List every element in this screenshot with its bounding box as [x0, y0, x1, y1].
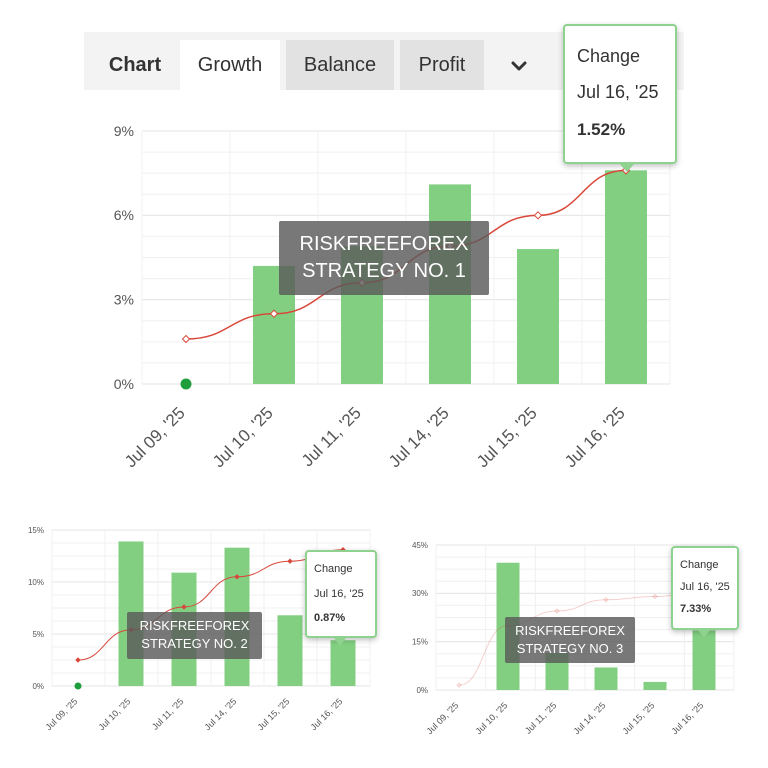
x-tick-label: Jul 11, '25 — [150, 696, 185, 731]
line-point — [181, 604, 187, 610]
line-point — [75, 657, 81, 663]
x-tick-label: Jul 15, '25 — [473, 403, 541, 471]
y-tick-label: 0% — [416, 686, 428, 695]
y-tick-label: 3% — [114, 292, 134, 308]
y-tick-label: 10% — [28, 578, 44, 587]
line-point — [269, 309, 279, 318]
chart-tooltip: Change Jul 16, '25 7.33% — [671, 546, 739, 638]
line-point — [287, 558, 293, 564]
x-tick-label: Jul 09, '25 — [44, 696, 80, 732]
x-tick-label: Jul 09, '25 — [121, 403, 189, 471]
watermark-line: STRATEGY NO. 1 — [302, 260, 466, 282]
chart-tooltip: Change Jul 16, '25 0.87% — [305, 550, 377, 646]
line-point — [456, 682, 462, 688]
watermark-strategy-2: RISKFREEFOREX STRATEGY NO. 2 — [127, 612, 262, 659]
growth-line — [77, 549, 344, 661]
y-tick-label: 45% — [412, 541, 428, 550]
line-point — [554, 608, 560, 614]
x-tick-label: Jul 10, '25 — [209, 403, 277, 471]
y-tick-label: 0% — [32, 682, 44, 691]
tab-profit[interactable]: Profit — [400, 40, 484, 90]
bar — [277, 615, 303, 686]
chevron-down-icon — [511, 61, 527, 71]
y-tick-label: 9% — [114, 123, 134, 139]
tooltip-date: Jul 16, '25 — [314, 588, 364, 600]
watermark-line: RISKFREEFOREX — [139, 618, 250, 633]
watermark-strategy-3: RISKFREEFOREX STRATEGY NO. 3 — [505, 617, 635, 663]
tooltip-arrow — [334, 638, 346, 646]
x-tick-label: Jul 11, '25 — [523, 700, 558, 735]
bar — [330, 640, 356, 686]
tooltip-date: Jul 16, '25 — [577, 82, 659, 102]
x-tick-label: Jul 14, '25 — [203, 696, 239, 732]
growth-line — [458, 589, 705, 686]
line-point — [603, 597, 609, 603]
x-tick-label: Jul 16, '25 — [670, 700, 706, 736]
tab-growth[interactable]: Growth — [180, 40, 280, 90]
tab-chart: Chart — [92, 40, 178, 90]
chart-tooltip: Change Jul 16, '25 1.52% — [563, 24, 677, 172]
y-tick-label: 5% — [32, 630, 44, 639]
line-point — [181, 334, 191, 344]
more-tabs-button[interactable] — [492, 40, 546, 90]
tooltip-date: Jul 16, '25 — [680, 581, 730, 593]
tooltip-arrow — [698, 630, 710, 638]
x-tick-label: Jul 14, '25 — [385, 403, 453, 471]
tooltip-label: Change — [577, 46, 641, 66]
tooltip-label: Change — [314, 563, 353, 575]
x-tick-label: Jul 16, '25 — [309, 696, 345, 732]
line-point — [652, 593, 658, 600]
tooltip-value: 1.52% — [577, 120, 626, 139]
x-tick-label: Jul 10, '25 — [474, 700, 510, 736]
tooltip-value: 7.33% — [680, 603, 712, 615]
start-dot — [180, 378, 192, 390]
y-tick-label: 30% — [412, 589, 428, 598]
bar — [643, 681, 667, 690]
y-tick-label: 15% — [412, 637, 428, 646]
tooltip-label: Change — [680, 559, 719, 571]
watermark-line: STRATEGY NO. 2 — [141, 636, 248, 651]
tooltip-value: 0.87% — [314, 612, 346, 624]
tooltip-arrow — [619, 163, 635, 172]
x-tick-label: Jul 10, '25 — [97, 696, 133, 732]
x-tick-label: Jul 15, '25 — [621, 700, 657, 736]
watermark-strategy-1: RISKFREEFOREX STRATEGY NO. 1 — [279, 221, 489, 295]
line-point — [533, 211, 543, 220]
start-dot — [74, 682, 82, 690]
tab-balance[interactable]: Balance — [286, 40, 394, 90]
watermark-line: STRATEGY NO. 3 — [516, 641, 624, 656]
bar — [605, 170, 647, 384]
watermark-line: RISKFREEFOREX — [515, 623, 625, 638]
x-tick-label: Jul 09, '25 — [425, 700, 461, 736]
x-tick-label: Jul 11, '25 — [298, 403, 365, 470]
watermark-line: RISKFREEFOREX — [299, 233, 469, 255]
line-point — [234, 574, 240, 580]
y-tick-label: 15% — [28, 526, 44, 535]
x-tick-label: Jul 15, '25 — [256, 696, 292, 732]
y-tick-label: 6% — [114, 207, 134, 223]
chart-1: 0% 3% 6% 9% Jul 09, '25 Jul 10, '25 Jul 11, '2… — [114, 123, 671, 471]
bar — [594, 667, 618, 690]
bar — [517, 249, 559, 384]
x-tick-label: Jul 14, '25 — [572, 700, 608, 736]
y-tick-label: 0% — [114, 376, 134, 392]
x-tick-label: Jul 16, '25 — [561, 403, 629, 471]
bar — [692, 630, 716, 690]
